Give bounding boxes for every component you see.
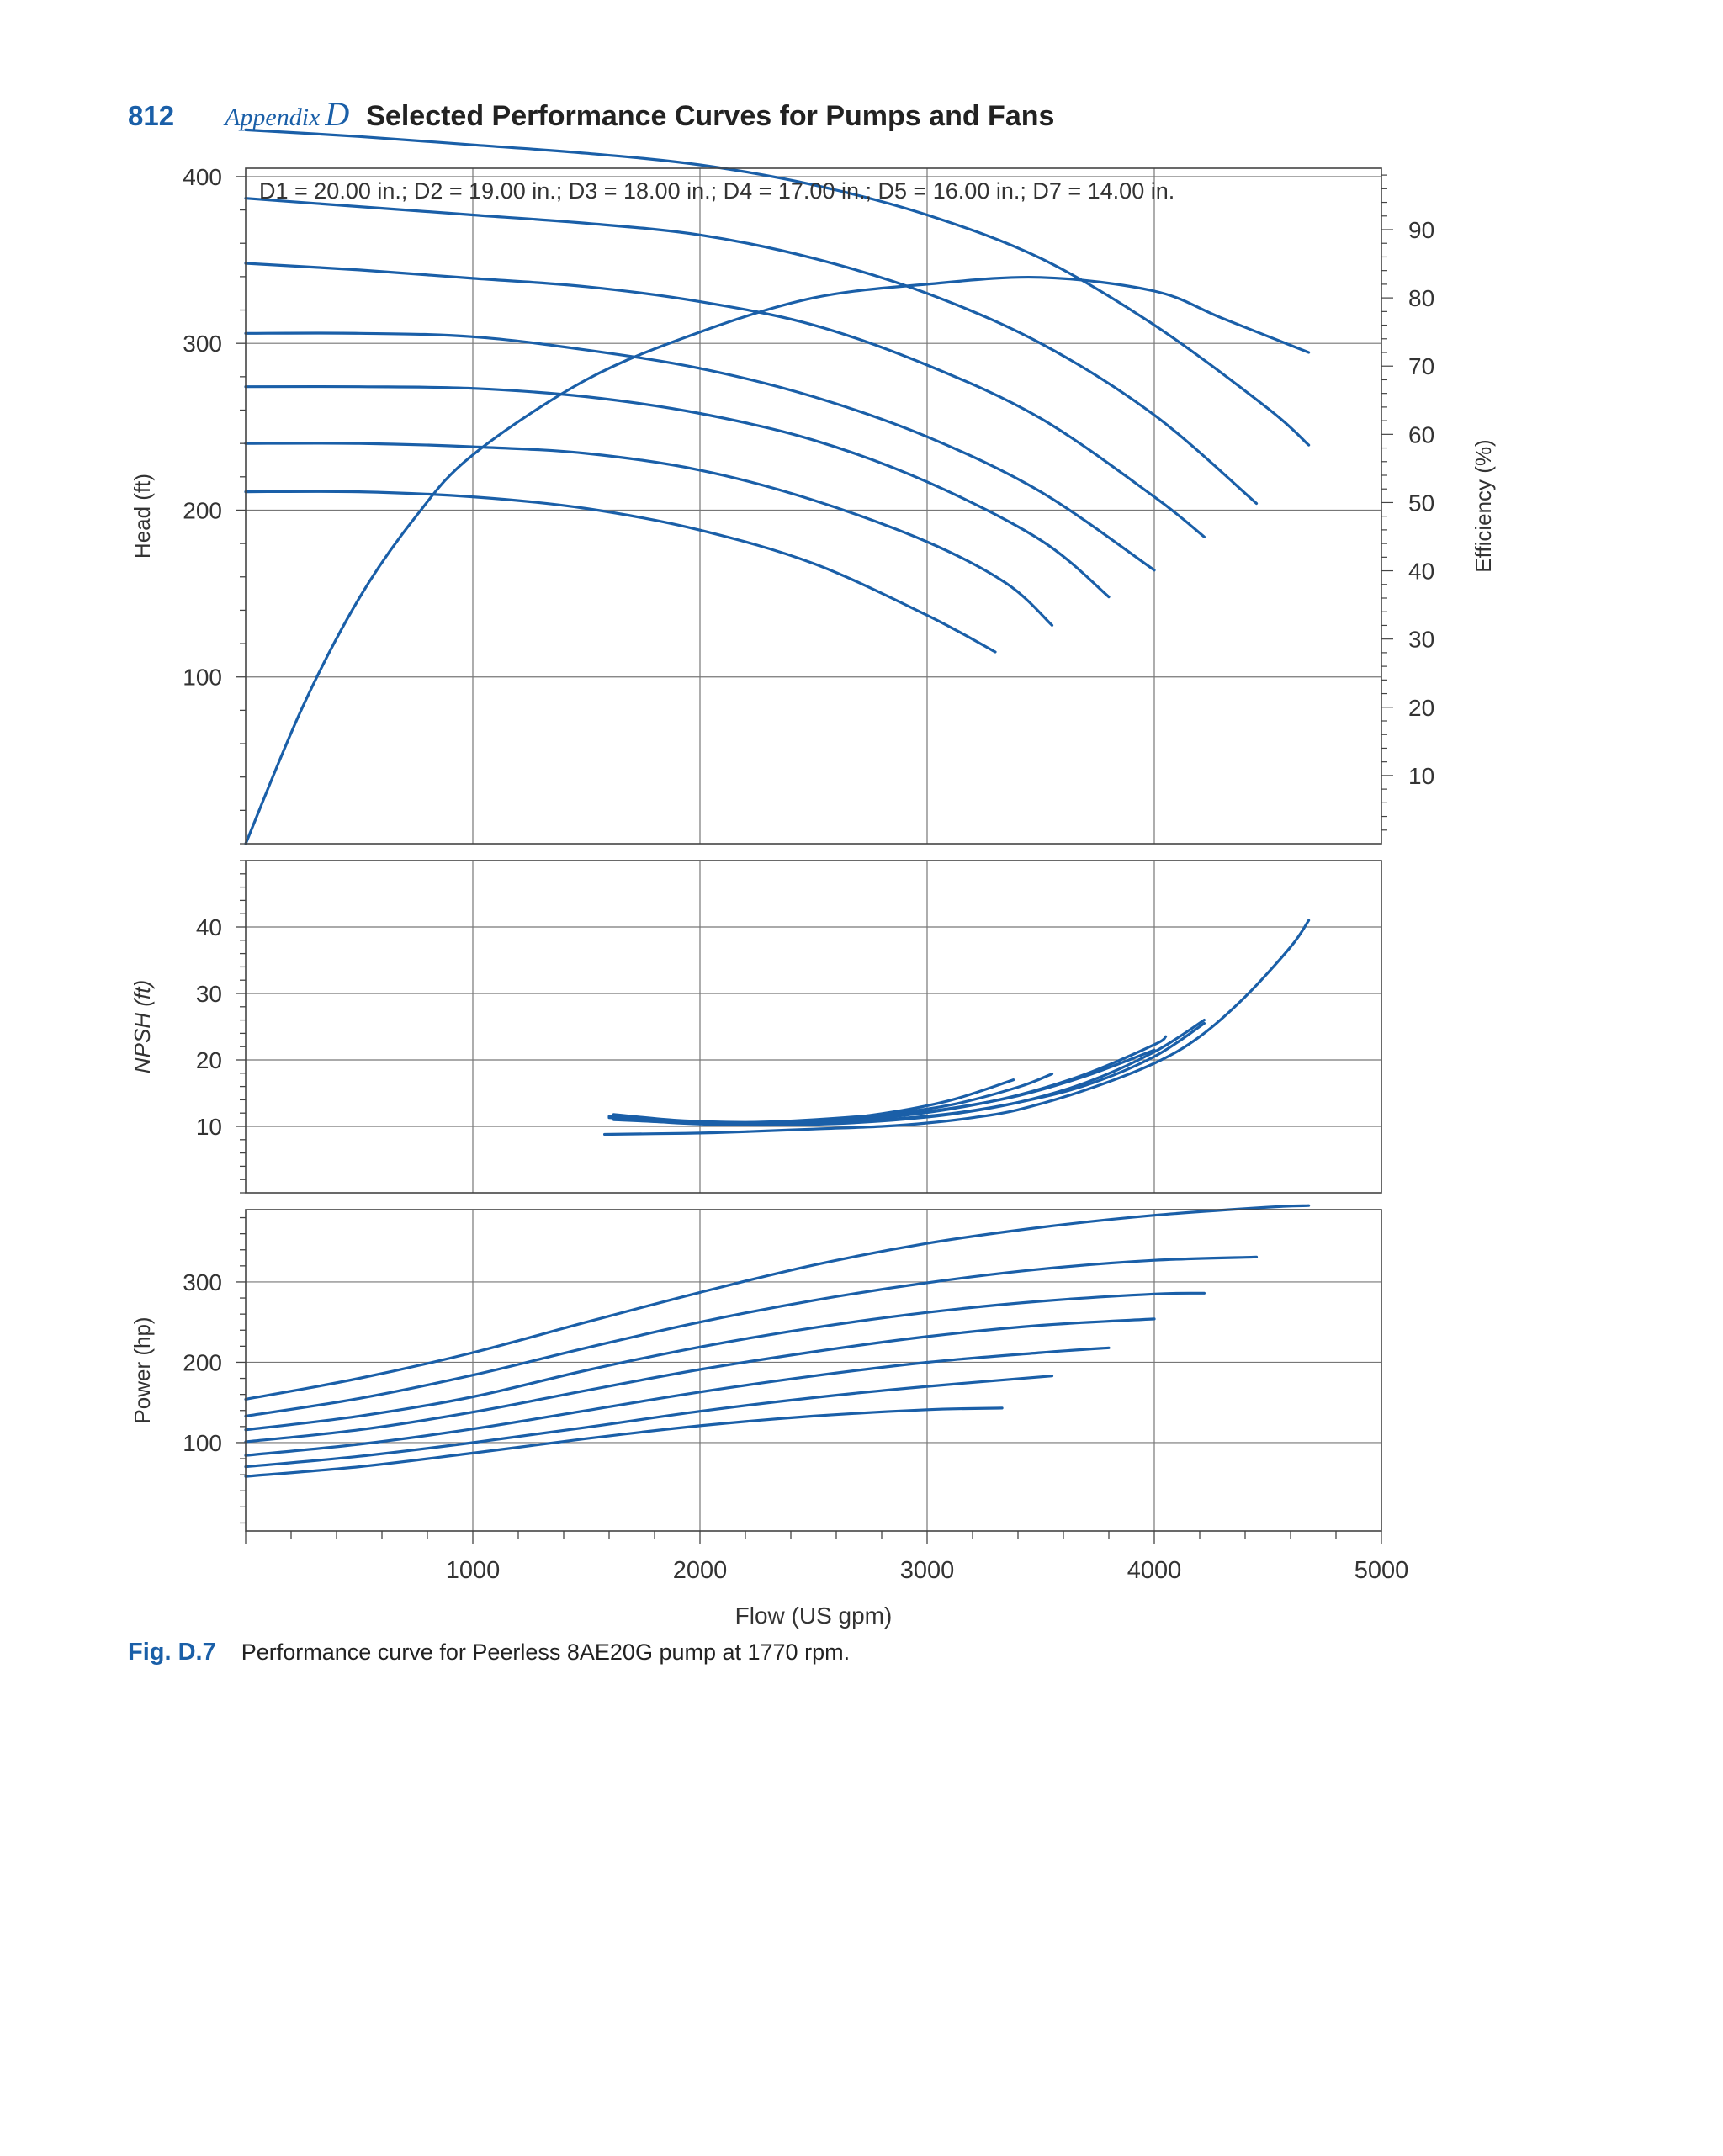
eff-label-80: 80: [1408, 285, 1434, 311]
head-panel-title: D1 = 20.00 in.; D2 = 19.00 in.; D3 = 18.…: [259, 178, 1174, 204]
x-label-2000: 2000: [673, 1557, 728, 1584]
head-curve-d3-18-00-in: [244, 262, 1206, 538]
npsh-ylabel-10: 10: [196, 1114, 222, 1140]
curves-layer: [244, 128, 1311, 1478]
page-header: 812 Appendix D Selected Performance Curv…: [128, 94, 1054, 134]
eff-label-60: 60: [1408, 421, 1434, 448]
grid-layer: [246, 168, 1381, 1531]
eff-label-90: 90: [1408, 217, 1434, 243]
npsh-curve-npsh-1: [603, 919, 1311, 1136]
efficiency-axis-label: Efficiency (%): [1471, 439, 1496, 572]
npsh-ylabel-30: 30: [196, 981, 222, 1007]
head-ylabel-200: 200: [183, 497, 222, 523]
eff-label-20: 20: [1408, 695, 1434, 721]
efficiency-curve: [244, 275, 1311, 845]
x-axis-title: Flow (US gpm): [735, 1602, 893, 1629]
power-curve-d2-19-00-in: [244, 1255, 1259, 1417]
eff-label-50: 50: [1408, 490, 1434, 516]
head-ylabel-400: 400: [183, 164, 222, 190]
npsh-curve-npsh-7: [612, 1078, 1015, 1125]
npsh-frame: [245, 860, 1382, 1194]
eff-label-70: 70: [1408, 353, 1434, 379]
head-ylabel-300: 300: [183, 331, 222, 357]
text-layer: 100 200 300 400 10 20 30 40 50 60 70 80 90 D1 = 20.00…: [130, 164, 1496, 1629]
caption-text: Performance curve for Peerless 8AE20G pu…: [241, 1640, 851, 1665]
page-number: 812: [128, 100, 175, 131]
power-curve-d3-18-00-in: [244, 1291, 1206, 1432]
power-ylabel-100: 100: [183, 1430, 222, 1456]
power-curve-d7-14-00-in: [244, 1406, 1004, 1478]
appendix-word: Appendix: [225, 103, 321, 131]
section-title: Selected Performance Curves for Pumps an…: [366, 100, 1055, 132]
npsh-ylabel-40: 40: [196, 914, 222, 940]
head-curve-d1-20-00-in: [244, 128, 1311, 447]
power-curve-d4-17-00-in: [244, 1317, 1156, 1444]
head-curve-d5-16-00-in: [244, 384, 1111, 599]
head-curve-d2-19-00-in: [244, 197, 1259, 506]
head-frame: [245, 167, 1382, 845]
x-label-5000: 5000: [1355, 1557, 1409, 1584]
head-ylabel-100: 100: [183, 665, 222, 691]
eff-label-40: 40: [1408, 559, 1434, 585]
x-label-3000: 3000: [900, 1557, 955, 1584]
frames-layer: [245, 167, 1382, 1532]
npsh-curve-npsh-5: [612, 1035, 1168, 1126]
power-curve-d6: [244, 1375, 1054, 1469]
head-curve-d4-17-00-in: [244, 331, 1156, 572]
x-label-4000: 4000: [1127, 1557, 1182, 1584]
figure-caption: Fig. D.7 Performance curve for Peerless …: [128, 1639, 850, 1666]
x-label-1000: 1000: [446, 1557, 501, 1584]
caption-label: Fig. D.7: [128, 1639, 216, 1666]
head-curve-d7-14-00-in: [244, 490, 997, 654]
power-frame: [245, 1209, 1382, 1532]
power-axis-label: Power (hp): [130, 1316, 155, 1423]
power-ylabel-300: 300: [183, 1269, 222, 1295]
head-curve-d6: [244, 442, 1054, 627]
ticks-layer: [236, 174, 1393, 1544]
power-ylabel-200: 200: [183, 1349, 222, 1375]
npsh-axis-label: NPSH (ft): [130, 980, 155, 1073]
head-axis-label: Head (ft): [130, 474, 155, 559]
power-curve-d5-16-00-in: [244, 1346, 1111, 1457]
eff-label-30: 30: [1408, 627, 1434, 653]
eff-label-10: 10: [1408, 763, 1434, 789]
npsh-ylabel-20: 20: [196, 1047, 222, 1073]
power-curve-d1-20-00-in: [244, 1204, 1311, 1401]
appendix-letter: D: [325, 95, 350, 133]
